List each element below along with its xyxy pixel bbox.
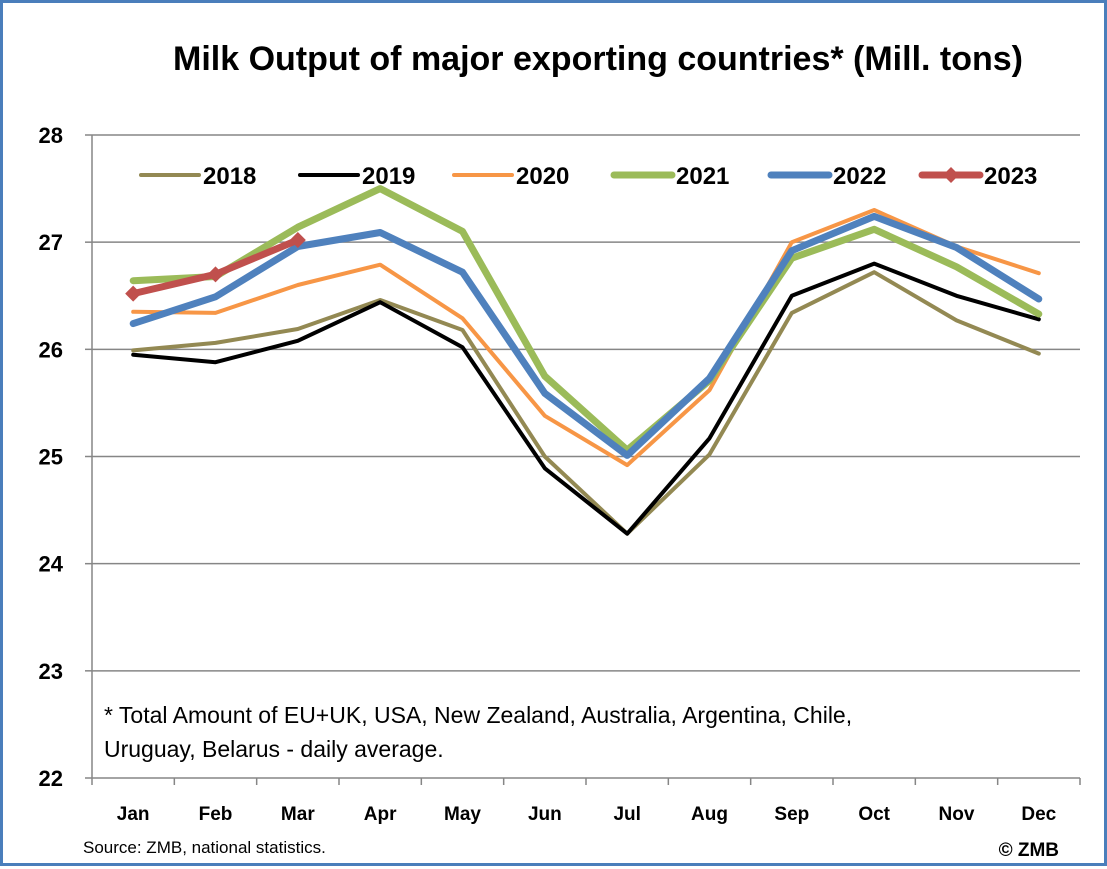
y-tick-label-24: 24: [39, 552, 64, 577]
x-tick-label-oct: Oct: [858, 804, 890, 825]
series-line-2020: [131, 208, 1041, 468]
y-tick-labels: 22 23 24 25 26 27 28: [39, 123, 64, 791]
y-tick-label-25: 25: [39, 445, 63, 470]
x-tick-label-dec: Dec: [1021, 804, 1056, 825]
x-tick-label-apr: Apr: [364, 804, 397, 825]
x-tick-label-sep: Sep: [774, 804, 809, 825]
legend-label-2022: 2022: [833, 163, 886, 190]
footnote-line-2: Uruguay, Belarus - daily average.: [104, 736, 444, 762]
series-line-2018: [131, 270, 1041, 536]
chart-title: Milk Output of major exporting countries…: [173, 40, 1023, 78]
series-point-2023-mar: [289, 232, 306, 249]
source-note: Source: ZMB, national statistics.: [83, 838, 326, 857]
x-tick-label-jan: Jan: [117, 804, 150, 825]
x-tick-label-nov: Nov: [939, 804, 975, 825]
x-tick-label-aug: Aug: [691, 804, 728, 825]
copyright-note: © ZMB: [999, 840, 1059, 861]
series-line-2019: [131, 261, 1041, 536]
legend-marker-2023: [943, 167, 959, 183]
series-line-2021: [129, 185, 1043, 454]
gridlines: [92, 134, 1080, 672]
x-tick-labels: Jan Feb Mar Apr May Jun Jul Aug Sep Oct Nov Dec: [117, 804, 1057, 825]
legend: 2018 2019 2020 2021 2022 2023: [139, 163, 1037, 190]
axes: [85, 134, 1081, 785]
y-tick-label-26: 26: [39, 337, 63, 362]
x-tick-label-may: May: [444, 804, 481, 825]
x-tick-label-mar: Mar: [281, 804, 315, 825]
legend-label-2021: 2021: [676, 163, 729, 190]
series-lines: [125, 185, 1043, 536]
y-tick-label-22: 22: [39, 766, 63, 791]
x-tick-label-jul: Jul: [613, 804, 640, 825]
series-point-2023-feb: [207, 266, 224, 283]
legend-label-2019: 2019: [362, 163, 415, 190]
series-point-2023-jan: [125, 285, 142, 302]
series-line-2022: [129, 212, 1043, 459]
legend-label-2023: 2023: [984, 163, 1037, 190]
legend-label-2020: 2020: [516, 163, 569, 190]
y-tick-label-27: 27: [39, 230, 63, 255]
x-tick-label-feb: Feb: [199, 804, 233, 825]
legend-label-2018: 2018: [203, 163, 256, 190]
chart-canvas: Milk Output of major exporting countries…: [39, 40, 1081, 861]
y-tick-label-23: 23: [39, 659, 63, 684]
x-tick-label-jun: Jun: [528, 804, 562, 825]
footnote-line-1: * Total Amount of EU+UK, USA, New Zealan…: [104, 702, 852, 728]
y-tick-label-28: 28: [39, 123, 63, 148]
